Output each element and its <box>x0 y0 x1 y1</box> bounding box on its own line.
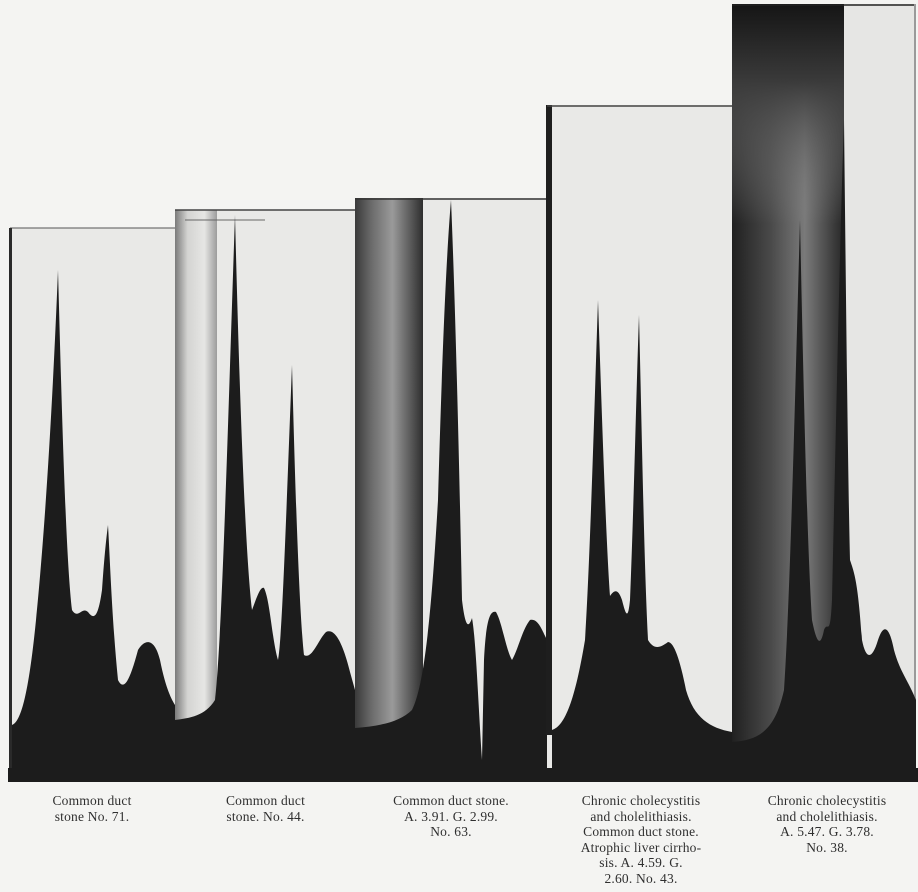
caption-line: No. 63. <box>430 824 472 839</box>
caption-panel-3: Common duct stone. A. 3.91. G. 2.99. No.… <box>356 793 546 840</box>
caption-line: Common duct <box>225 793 306 808</box>
panel-4-trace <box>552 300 732 780</box>
panel-2-trace <box>175 215 355 780</box>
panel-1 <box>9 227 175 780</box>
panel-3 <box>355 198 547 780</box>
caption-line: 2.60. No. 43. <box>604 870 678 886</box>
caption-line: Common duct stone. <box>393 793 509 808</box>
caption-line: and cholelithiasis. <box>776 808 878 824</box>
panel-2 <box>175 209 355 780</box>
panel-4 <box>546 105 732 780</box>
caption-line: Common duct stone. <box>583 824 699 839</box>
caption-panel-2: Common duct stone. No. 44. <box>183 793 348 824</box>
caption-line: Chronic cholecystitis <box>581 793 701 808</box>
caption-line: stone. No. 44. <box>226 808 305 824</box>
caption-line: sis. A. 4.59. G. <box>599 855 683 870</box>
caption-line: Chronic cholecystitis <box>767 793 887 808</box>
caption-line: Atrophic liver cirrho- <box>580 839 702 855</box>
caption-panel-5: Chronic cholecystitis and cholelithiasis… <box>738 793 916 855</box>
caption-line: Common duct <box>52 793 132 808</box>
caption-panel-1: Common duct stone No. 71. <box>12 793 172 824</box>
panel-5-trace <box>732 120 916 780</box>
panel-5 <box>732 4 916 780</box>
panel-1-trace <box>12 270 175 780</box>
caption-panel-4: Chronic cholecystitis and cholelithiasis… <box>548 793 734 886</box>
panel-3-trace <box>355 200 547 780</box>
caption-line: A. 3.91. G. 2.99. <box>404 808 498 824</box>
caption-line: No. 38. <box>806 839 848 855</box>
caption-line: A. 5.47. G. 3.78. <box>780 824 874 839</box>
caption-line: and cholelithiasis. <box>590 808 692 824</box>
caption-line: stone No. 71. <box>54 808 130 824</box>
